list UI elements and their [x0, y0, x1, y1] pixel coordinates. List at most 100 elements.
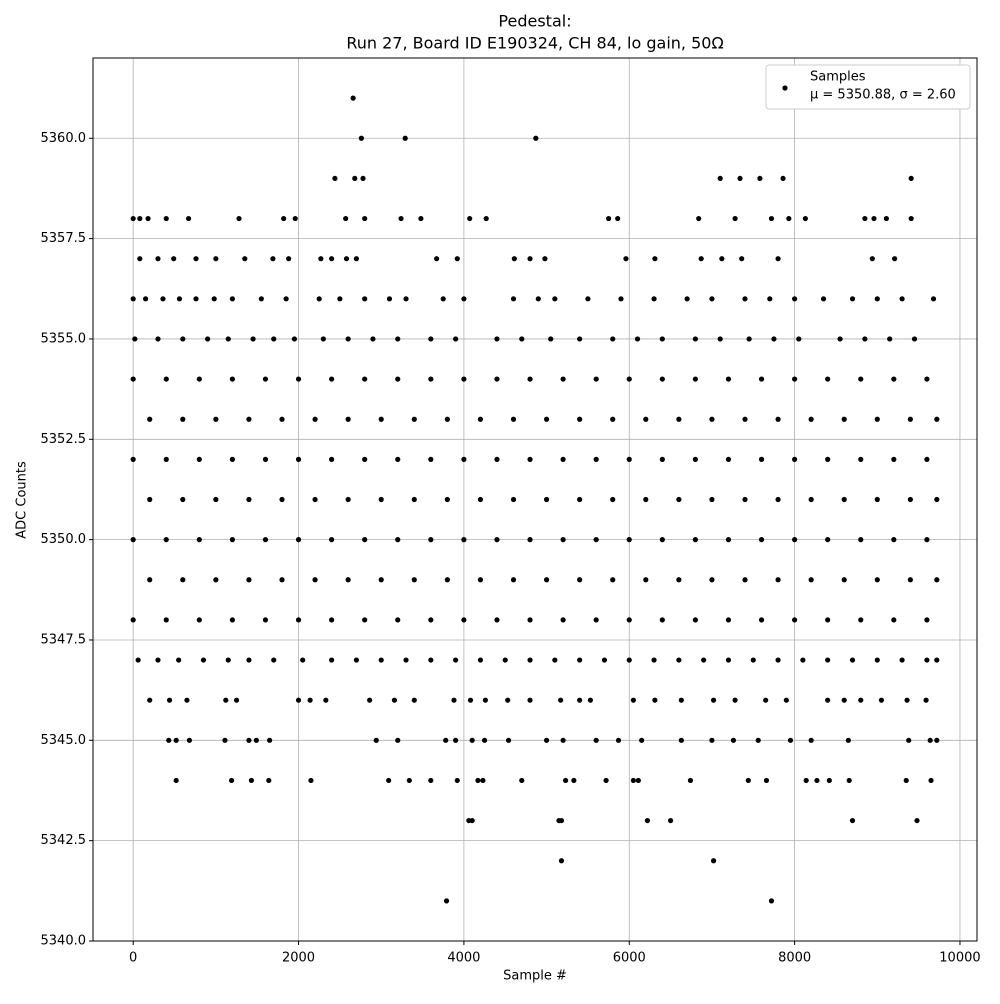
data-point [652, 697, 658, 703]
data-point [428, 657, 434, 663]
data-point [362, 456, 368, 462]
data-point [923, 697, 929, 703]
data-point [266, 777, 272, 784]
data-point [477, 657, 484, 663]
data-point [225, 336, 231, 342]
data-point [467, 697, 474, 703]
data-point [329, 537, 335, 543]
data-point [858, 697, 864, 703]
data-point [562, 777, 569, 784]
data-point [558, 817, 565, 824]
data-point [428, 336, 434, 342]
x-axis-label: Sample # [503, 969, 567, 984]
data-point [825, 537, 831, 543]
data-point [461, 296, 467, 302]
data-point [615, 737, 622, 743]
data-point [453, 737, 459, 743]
data-point [481, 737, 488, 743]
data-point [494, 617, 500, 623]
data-point [229, 296, 235, 302]
data-point [924, 376, 930, 382]
data-point [849, 296, 856, 302]
data-point [820, 296, 827, 302]
data-point [213, 496, 219, 503]
data-point [841, 416, 847, 422]
data-point [279, 416, 285, 422]
y-tick-label: 5352.5 [41, 432, 87, 447]
data-point [398, 215, 404, 222]
data-point [571, 777, 577, 784]
data-point [180, 577, 186, 583]
y-tick-label: 5347.5 [41, 632, 87, 647]
chart-title: Pedestal: [498, 12, 571, 31]
data-point [803, 777, 809, 784]
data-point [204, 336, 211, 342]
data-point [775, 416, 781, 422]
plot-frame [92, 57, 978, 942]
data-point [775, 657, 781, 663]
data-point [510, 496, 517, 503]
data-point [542, 256, 548, 262]
data-point [684, 296, 690, 302]
data-point [808, 577, 814, 583]
data-point [155, 657, 161, 663]
x-tick-label: 8000 [778, 951, 811, 966]
data-point [874, 577, 880, 583]
data-point [358, 135, 364, 141]
data-point [213, 577, 219, 583]
data-point [626, 537, 632, 543]
data-point [758, 376, 765, 382]
data-point [924, 657, 930, 663]
data-point [825, 657, 831, 663]
data-point [775, 577, 781, 583]
data-point [176, 657, 182, 663]
data-point [775, 496, 781, 503]
data-point [185, 215, 192, 222]
data-point [792, 296, 798, 302]
data-point [329, 617, 335, 623]
data-point [601, 657, 608, 663]
data-point [808, 737, 814, 743]
data-point [510, 296, 517, 302]
data-point [808, 496, 814, 503]
data-point [626, 456, 632, 462]
data-point [428, 456, 434, 462]
data-point [329, 456, 335, 462]
data-point [934, 496, 940, 503]
data-point [370, 336, 376, 342]
data-point [350, 95, 356, 101]
data-point [502, 657, 508, 663]
data-point [378, 657, 384, 663]
data-point [710, 697, 717, 703]
data-point [593, 617, 599, 623]
data-point [605, 215, 612, 222]
data-point [558, 858, 565, 864]
data-point [180, 416, 186, 422]
data-point [360, 175, 366, 182]
data-point [676, 496, 682, 503]
data-point [166, 697, 173, 703]
data-point [345, 336, 351, 342]
data-point [246, 657, 252, 663]
data-point [717, 175, 723, 182]
data-point [418, 215, 424, 222]
data-point [742, 416, 748, 422]
data-point [262, 456, 269, 462]
data-point [757, 175, 763, 182]
data-point [841, 496, 847, 503]
data-point [792, 376, 798, 382]
data-point [552, 296, 558, 302]
data-point [316, 296, 322, 302]
data-point [329, 376, 335, 382]
data-point [643, 577, 649, 583]
data-point [337, 296, 343, 302]
data-point [469, 737, 475, 743]
y-tick-label: 5345.0 [41, 733, 87, 748]
data-point [242, 256, 248, 262]
data-point [196, 456, 202, 462]
data-point [725, 456, 732, 462]
data-point [710, 858, 717, 864]
data-point [659, 617, 665, 623]
data-point [461, 537, 467, 543]
data-point [858, 617, 864, 623]
